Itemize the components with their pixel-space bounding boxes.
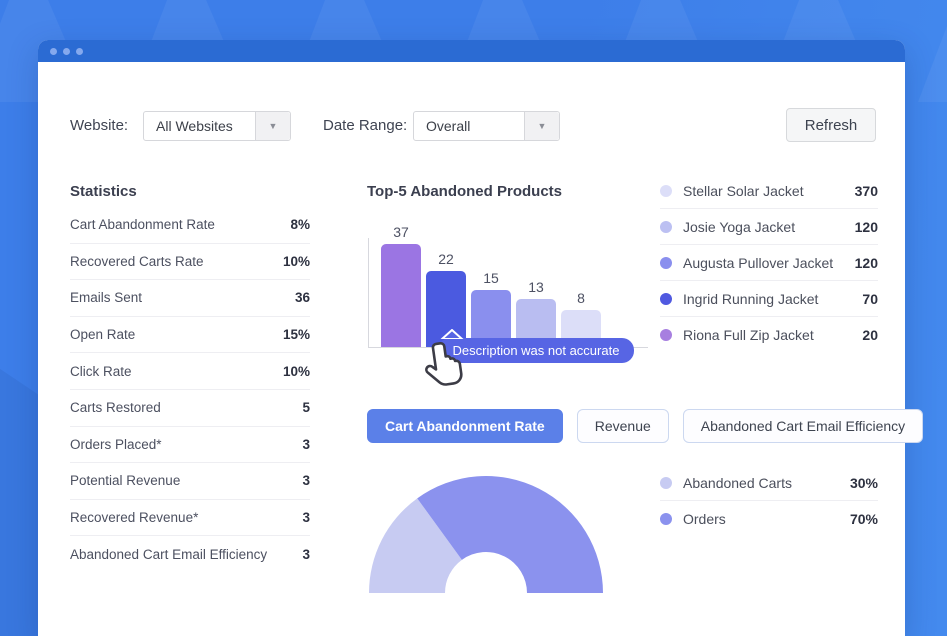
stat-label: Cart Abandonment Rate xyxy=(70,217,215,233)
refresh-button[interactable]: Refresh xyxy=(786,108,876,142)
website-label: Website: xyxy=(70,117,129,134)
statistics-title: Statistics xyxy=(70,183,137,200)
legend-row: Orders 70% xyxy=(660,501,878,537)
bar-value-label: 8 xyxy=(577,290,585,306)
stat-value: 15% xyxy=(282,327,310,343)
window-control-dot[interactable] xyxy=(63,47,70,55)
legend-value: 370 xyxy=(854,182,878,199)
stat-value: 10% xyxy=(282,363,310,379)
stat-value: 8% xyxy=(290,217,310,233)
legend-dot xyxy=(660,184,672,197)
donut-legend: Abandoned Carts 30% Orders 70% xyxy=(660,465,878,537)
legend-dot xyxy=(660,513,672,525)
stat-value: 5 xyxy=(302,400,310,416)
donut-chart-svg xyxy=(369,476,603,593)
legend-value: 70% xyxy=(849,511,878,527)
legend-dot xyxy=(660,220,672,233)
bar-value-label: 15 xyxy=(483,270,499,286)
chevron-down-icon: ▼ xyxy=(524,112,559,140)
app-window: Website: All Websites ▼ Date Range: Over… xyxy=(38,40,924,636)
website-select-value: All Websites xyxy=(156,118,233,134)
bar-chart-plot: 37 22 15 13 8 xyxy=(368,224,648,348)
stat-row: Click Rate 10% xyxy=(70,353,310,390)
tab-abandoned-cart-email-efficiency[interactable]: Abandoned Cart Email Efficiency xyxy=(682,409,924,443)
background-pattern-shape xyxy=(918,0,947,102)
chart-tooltip: Description was not accurate xyxy=(438,338,634,363)
statistics-list: Cart Abandonment Rate 8% Recovered Carts R… xyxy=(70,207,310,573)
stat-label: Carts Restored xyxy=(70,400,161,416)
legend-row: Ingrid Running Jacket 70 xyxy=(660,281,878,317)
stat-value: 3 xyxy=(302,547,310,563)
tooltip-caret xyxy=(440,329,464,339)
stat-value: 3 xyxy=(302,510,310,526)
legend-dot xyxy=(660,476,672,489)
bar-value-label: 22 xyxy=(438,251,454,267)
website-select[interactable]: All Websites ▼ xyxy=(143,111,291,141)
date-range-select-value: Overall xyxy=(426,118,471,134)
stat-row: Abandoned Cart Email Efficiency 3 xyxy=(70,536,310,573)
hand-cursor-icon xyxy=(425,342,463,386)
legend-row: Josie Yoga Jacket 120 xyxy=(660,209,878,245)
legend-row: Stellar Solar Jacket 370 xyxy=(660,173,878,209)
legend-label: Riona Full Zip Jacket xyxy=(683,327,814,343)
legend-label: Abandoned Carts xyxy=(683,474,792,491)
product-legend: Stellar Solar Jacket 370 Josie Yoga Jacket… xyxy=(660,173,878,353)
legend-dot xyxy=(660,329,672,341)
donut-segment[interactable] xyxy=(417,476,603,593)
window-titlebar[interactable] xyxy=(38,40,905,62)
legend-value: 70 xyxy=(862,290,878,307)
donut-segment[interactable] xyxy=(369,498,462,593)
stat-row: Open Rate 15% xyxy=(70,317,310,354)
bar-value-label: 37 xyxy=(393,224,409,240)
legend-row: Abandoned Carts 30% xyxy=(660,465,878,501)
stat-row: Carts Restored 5 xyxy=(70,390,310,427)
legend-row: Riona Full Zip Jacket 20 xyxy=(660,317,878,353)
stat-label: Recovered Revenue* xyxy=(70,510,199,526)
bar[interactable] xyxy=(381,244,421,347)
legend-dot xyxy=(660,292,672,305)
stat-label: Orders Placed* xyxy=(70,436,162,452)
bar-value-label: 13 xyxy=(528,279,544,295)
date-range-select[interactable]: Overall ▼ xyxy=(413,111,560,141)
stat-row: Potential Revenue 3 xyxy=(70,463,310,500)
stat-value: 3 xyxy=(302,473,310,489)
tab-cart-abandonment-rate[interactable]: Cart Abandonment Rate xyxy=(367,409,563,443)
stat-row: Recovered Revenue* 3 xyxy=(70,500,310,537)
stat-row: Recovered Carts Rate 10% xyxy=(70,244,310,281)
stat-row: Orders Placed* 3 xyxy=(70,427,310,464)
date-range-label: Date Range: xyxy=(323,117,408,134)
metric-tabs: Cart Abandonment Rate Revenue Abandoned Ca… xyxy=(367,409,924,443)
legend-label: Augusta Pullover Jacket xyxy=(683,254,834,271)
tab-revenue[interactable]: Revenue xyxy=(576,409,669,443)
stat-label: Open Rate xyxy=(70,327,136,343)
window-control-dot[interactable] xyxy=(50,47,57,55)
legend-label: Orders xyxy=(683,511,726,527)
stat-label: Emails Sent xyxy=(70,290,143,306)
legend-label: Josie Yoga Jacket xyxy=(683,218,796,235)
stat-row: Emails Sent 36 xyxy=(70,280,310,317)
stat-label: Click Rate xyxy=(70,363,132,379)
legend-row: Augusta Pullover Jacket 120 xyxy=(660,245,878,281)
chevron-down-icon: ▼ xyxy=(255,112,290,140)
legend-label: Ingrid Running Jacket xyxy=(683,290,819,307)
stat-value: 3 xyxy=(302,436,310,452)
legend-value: 30% xyxy=(849,474,878,491)
legend-dot xyxy=(660,256,672,269)
stat-row: Cart Abandonment Rate 8% xyxy=(70,207,310,244)
bar[interactable] xyxy=(471,290,511,347)
legend-value: 120 xyxy=(854,254,878,271)
stat-value: 36 xyxy=(294,290,310,306)
window-control-dot[interactable] xyxy=(76,47,83,55)
legend-value: 20 xyxy=(862,327,878,343)
stat-label: Potential Revenue xyxy=(70,473,181,489)
stat-label: Recovered Carts Rate xyxy=(70,253,204,269)
legend-value: 120 xyxy=(854,218,878,235)
stat-value: 10% xyxy=(282,253,310,269)
stat-label: Abandoned Cart Email Efficiency xyxy=(70,547,268,563)
legend-label: Stellar Solar Jacket xyxy=(683,182,804,199)
chart-tooltip-text: Description was not accurate xyxy=(452,343,620,358)
bar-chart-title: Top-5 Abandoned Products xyxy=(367,183,562,200)
